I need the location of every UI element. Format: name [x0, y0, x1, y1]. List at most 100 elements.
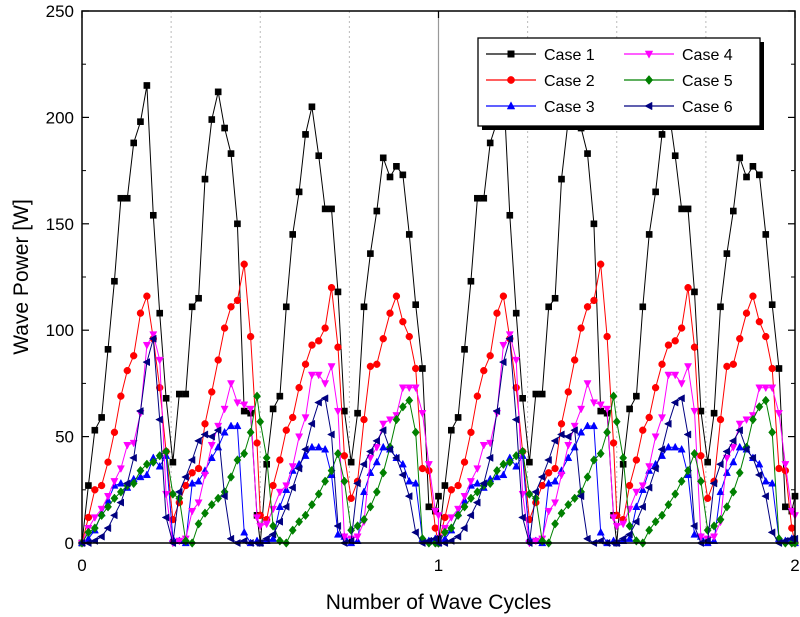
data-point: [365, 447, 374, 456]
data-point: [639, 303, 647, 311]
data-point: [246, 427, 255, 438]
data-point: [148, 334, 157, 343]
data-point: [276, 456, 284, 464]
data-point: [755, 402, 764, 412]
data-point: [175, 493, 184, 504]
data-point: [716, 487, 725, 496]
data-point: [486, 352, 494, 360]
data-point: [525, 489, 534, 499]
data-point: [767, 528, 776, 537]
data-point: [551, 519, 560, 529]
data-point: [632, 488, 641, 497]
data-point: [289, 231, 297, 238]
data-point: [612, 416, 621, 427]
data-point: [473, 487, 482, 497]
data-point: [227, 472, 235, 482]
data-point: [333, 407, 342, 416]
x-axis-title: Number of Wave Cycles: [326, 591, 552, 614]
data-point: [334, 288, 342, 296]
data-point: [671, 489, 680, 499]
data-point: [142, 459, 151, 469]
data-point: [609, 391, 618, 401]
data-point: [677, 394, 685, 403]
data-point: [314, 442, 323, 451]
data-point: [761, 476, 770, 485]
data-point: [168, 489, 177, 499]
data-point: [788, 524, 796, 532]
data-point: [493, 465, 501, 476]
data-point: [188, 478, 197, 487]
data-point: [84, 513, 93, 522]
legend-label: Case 2: [544, 73, 595, 90]
data-point: [379, 154, 387, 162]
data-point: [486, 139, 494, 147]
data-point: [308, 103, 316, 111]
data-point: [220, 427, 229, 436]
data-point: [399, 171, 407, 179]
data-point: [454, 510, 463, 521]
data-point: [302, 131, 309, 138]
data-point: [155, 415, 163, 424]
data-point: [360, 415, 368, 424]
data-point: [652, 188, 659, 196]
data-point: [149, 331, 158, 339]
data-point: [782, 503, 789, 511]
data-point: [677, 444, 686, 453]
data-point: [633, 392, 640, 400]
data-point: [754, 470, 763, 479]
data-point: [597, 260, 605, 268]
data-point: [454, 414, 462, 421]
axis-ticks: 0 1 2 0 50 100 150 200 250: [46, 2, 800, 575]
data-point: [461, 346, 468, 353]
data-point: [149, 211, 157, 219]
data-point: [253, 514, 262, 522]
data-point: [716, 415, 725, 424]
data-point: [234, 220, 241, 228]
data-point: [360, 514, 368, 525]
data-point: [110, 493, 119, 504]
data-point: [467, 493, 475, 504]
data-point: [386, 309, 394, 317]
data-point: [90, 514, 99, 522]
data-point: [507, 76, 515, 84]
data-point: [129, 453, 137, 462]
data-point: [570, 426, 578, 435]
data-point: [379, 468, 388, 478]
data-point: [690, 529, 699, 538]
data-point: [742, 309, 751, 317]
data-point: [590, 296, 598, 305]
data-point: [282, 303, 290, 311]
data-point: [466, 511, 475, 520]
data-point: [227, 380, 236, 388]
data-point: [333, 521, 342, 530]
data-point: [295, 188, 303, 196]
data-point: [116, 478, 125, 487]
data-point: [123, 194, 131, 202]
y-axis-title: Wave Power [W]: [10, 199, 33, 355]
data-point: [625, 481, 634, 490]
data-point: [301, 445, 309, 454]
data-point: [372, 487, 381, 497]
data-point: [638, 502, 646, 511]
data-point: [723, 362, 731, 371]
data-point: [214, 88, 222, 96]
data-point: [392, 414, 401, 425]
data-point: [557, 420, 566, 428]
grid-lines: [170, 11, 707, 543]
data-point: [612, 522, 621, 531]
data-point: [256, 416, 265, 427]
data-point: [246, 332, 255, 341]
data-point: [447, 486, 456, 494]
data-point: [233, 455, 242, 465]
data-point: [373, 207, 381, 215]
data-point: [295, 383, 303, 392]
data-point: [690, 448, 699, 459]
data-point: [625, 530, 633, 539]
data-point: [269, 521, 278, 531]
data-point: [671, 371, 680, 380]
data-point: [366, 362, 375, 371]
legend-item: Case 5: [624, 73, 733, 90]
data-point: [136, 465, 145, 476]
data-point: [294, 464, 303, 473]
data-point: [454, 481, 462, 490]
